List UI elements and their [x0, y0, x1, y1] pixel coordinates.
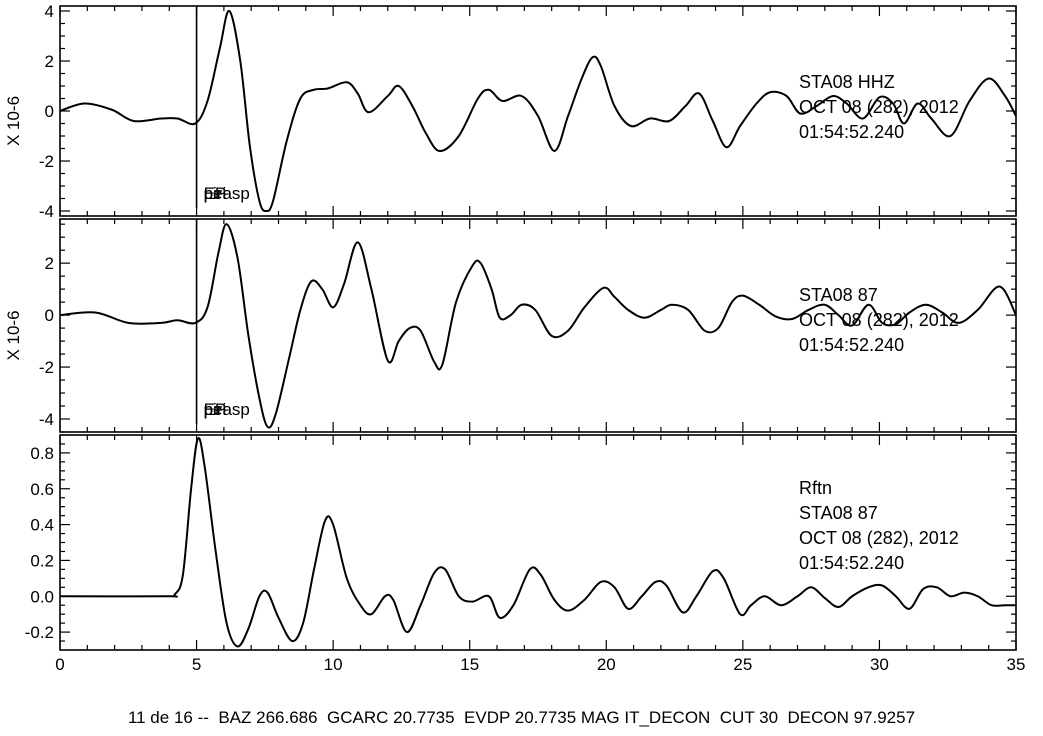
y-axis-label: X 10-6: [4, 96, 23, 146]
pick-marker-label: pei: [204, 184, 227, 203]
x-tick-label: 30: [870, 655, 889, 674]
waveform-trace: [59, 223, 1017, 429]
y-tick-label: 0.4: [30, 516, 54, 535]
y-tick-label: 0.2: [30, 551, 54, 570]
pick-marker-label: EP: [204, 184, 227, 203]
panel-rftn: -0.2 0.0 0.2 0.4 0.6 0.8 0 5 10 15 20 25 30 35 Rftn STA…: [25, 434, 1026, 674]
x-tick-label: 35: [1007, 655, 1026, 674]
y-tick-label: -0.2: [25, 623, 54, 642]
y-tick-label: 4: [45, 2, 54, 21]
x-tick-label: 10: [324, 655, 343, 674]
x-tick-label: 20: [597, 655, 616, 674]
trace-info-line: Rftn: [799, 478, 832, 498]
y-tick-label: 2: [45, 254, 54, 273]
x-tick-label: 5: [192, 655, 201, 674]
trace-info-line: OCT 08 (282), 2012: [799, 97, 959, 117]
trace-info-line: 01:54:52.240: [799, 122, 904, 142]
y-tick-label: 0.0: [30, 587, 54, 606]
y-tick-label: 2: [45, 52, 54, 71]
footer-summary: 11 de 16 -- BAZ 266.686 GCARC 20.7735 EV…: [127, 708, 916, 727]
y-tick-label: -2: [39, 358, 54, 377]
trace-info-line: 01:54:52.240: [799, 553, 904, 573]
pick-marker-label: EP: [204, 400, 227, 419]
pick-marker-label: pirasp: [204, 184, 250, 203]
y-axis-label: X 10-6: [4, 310, 23, 360]
y-tick-label: -2: [39, 152, 54, 171]
waveform-trace: [59, 9, 1017, 213]
pick-marker-label: pirasp: [204, 400, 250, 419]
trace-info-line: OCT 08 (282), 2012: [799, 528, 959, 548]
y-tick-label: 0: [45, 306, 54, 325]
y-tick-label: 0.8: [30, 444, 54, 463]
y-tick-label: 0: [45, 102, 54, 121]
panel-frame: [59, 218, 1017, 433]
trace-info-line: STA08 87: [799, 285, 878, 305]
pick-marker-label: pei: [204, 400, 227, 419]
waveform-trace: [59, 437, 1016, 648]
trace-info-line: STA08 87: [799, 503, 878, 523]
trace-info-line: OCT 08 (282), 2012: [799, 310, 959, 330]
x-tick-label: 0: [55, 655, 64, 674]
trace-info-line: STA08 HHZ: [799, 72, 895, 92]
x-tick-label: 15: [460, 655, 479, 674]
x-tick-label: 25: [733, 655, 752, 674]
y-tick-label: -4: [39, 410, 54, 429]
y-tick-label: 0.6: [30, 480, 54, 499]
y-tick-label: -4: [39, 202, 54, 221]
trace-info-line: 01:54:52.240: [799, 335, 904, 355]
